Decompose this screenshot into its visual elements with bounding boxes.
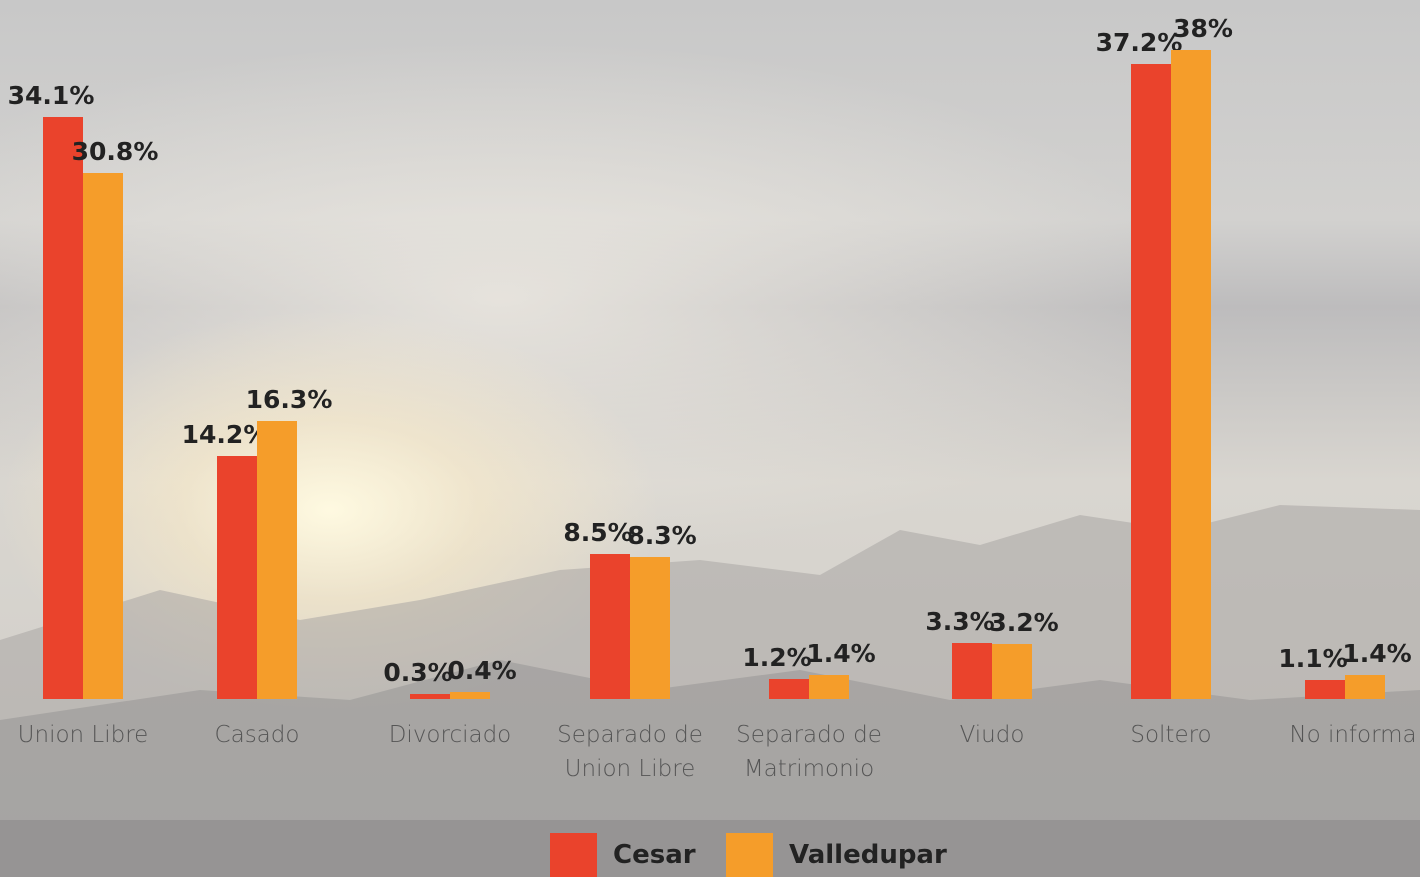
category-label: Casado — [214, 722, 300, 748]
bar — [43, 116, 83, 699]
value-label: 1.4% — [1342, 639, 1412, 669]
value-label: 0.4% — [447, 656, 517, 686]
bar — [992, 644, 1032, 699]
bar — [1171, 49, 1211, 699]
value-label: 0.3% — [383, 657, 453, 687]
category-label: Viudo — [959, 722, 1025, 748]
value-label: 8.3% — [627, 521, 697, 551]
bar — [952, 642, 992, 699]
value-label: 30.8% — [71, 136, 159, 166]
bar — [769, 678, 809, 699]
value-label: 1.2% — [742, 642, 812, 672]
value-label: 38% — [1173, 13, 1233, 43]
legend-swatch — [550, 833, 597, 877]
value-label: 1.4% — [806, 639, 876, 669]
value-label: 16.3% — [245, 384, 333, 414]
category-label: Divorciado — [388, 722, 512, 748]
category-label: Separado de Union Libre — [557, 722, 703, 782]
value-label: 1.1% — [1278, 644, 1348, 674]
bar — [450, 692, 490, 699]
bar — [630, 557, 670, 699]
value-label: 8.5% — [563, 517, 633, 547]
category-label: Separado de Matrimonio — [736, 722, 882, 782]
bar — [590, 553, 630, 699]
value-label: 3.2% — [989, 608, 1059, 638]
legend-label: Valledupar — [789, 840, 947, 870]
bar — [809, 675, 849, 699]
category-label: Soltero — [1130, 722, 1212, 748]
bar — [217, 456, 257, 699]
category-label: Union Libre — [17, 722, 149, 748]
bar — [257, 420, 297, 699]
bar — [1345, 675, 1385, 699]
legend-label: Cesar — [613, 840, 696, 870]
legend-swatch — [726, 833, 773, 877]
bar — [83, 172, 123, 699]
value-label: 37.2% — [1095, 27, 1183, 57]
value-label: 14.2% — [181, 420, 269, 450]
bar — [410, 693, 450, 699]
category-label: No informa — [1289, 722, 1417, 748]
bar — [1131, 63, 1171, 699]
value-label: 3.3% — [925, 606, 995, 636]
value-label: 34.1% — [7, 80, 95, 110]
bar — [1305, 680, 1345, 699]
